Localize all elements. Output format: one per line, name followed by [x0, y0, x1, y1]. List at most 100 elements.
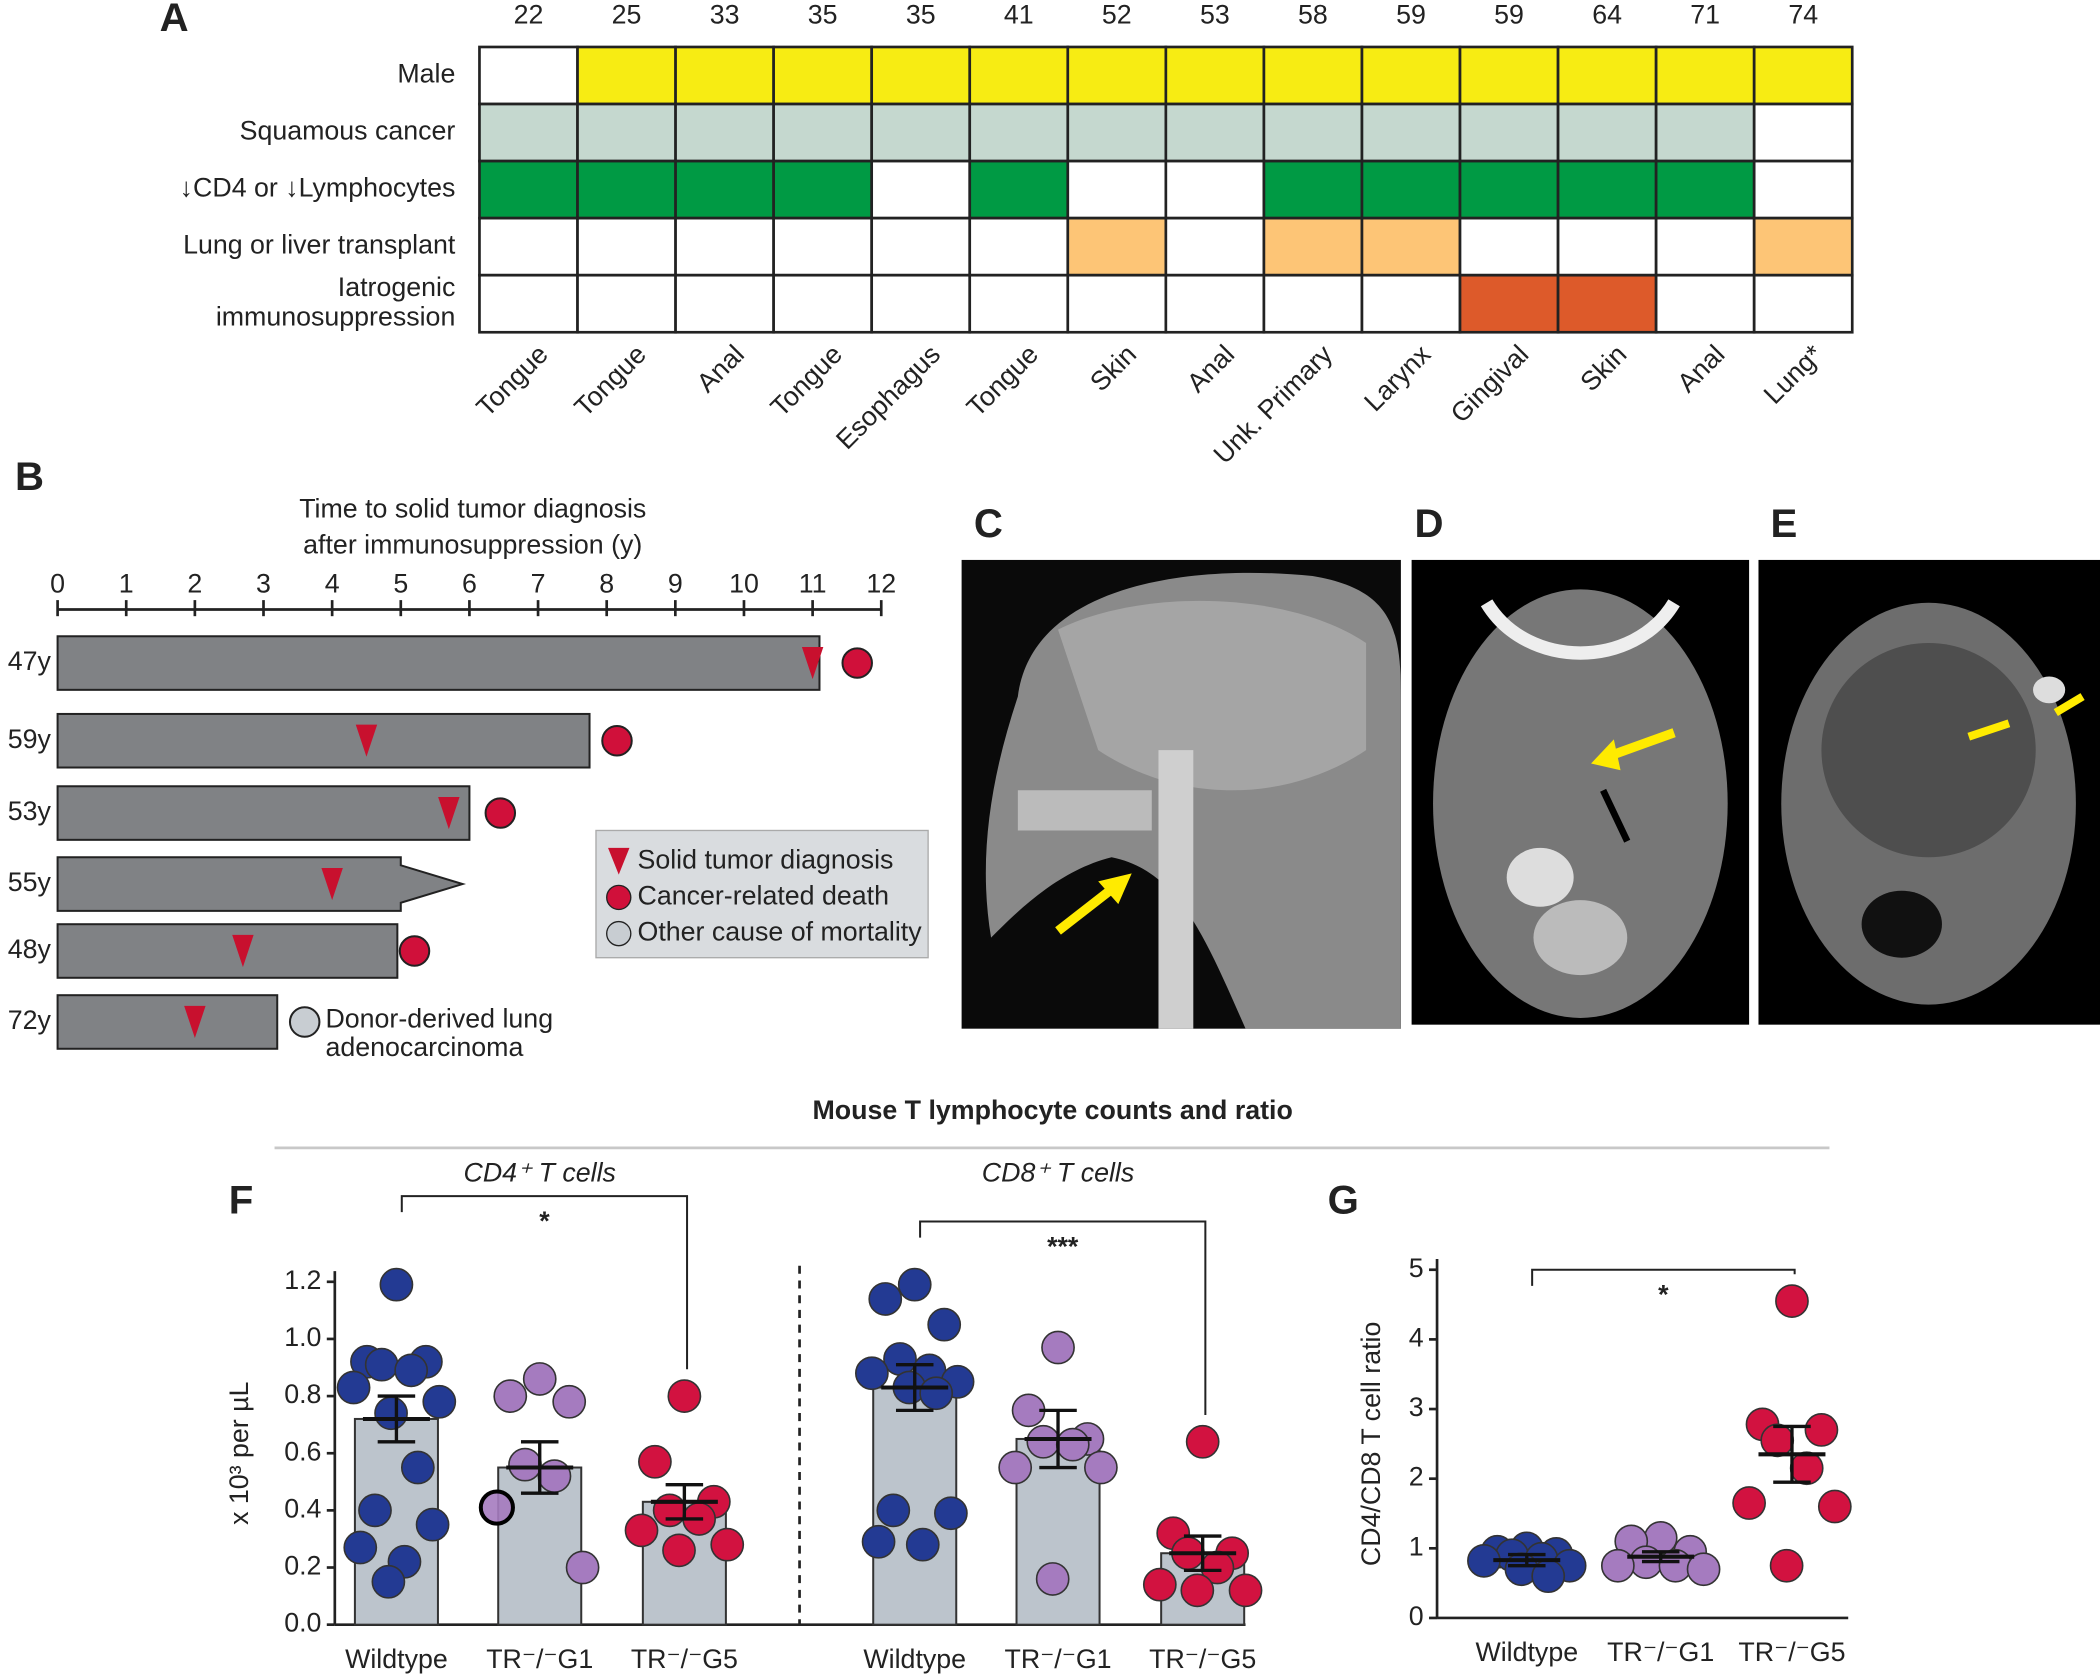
column-age: 35 [906, 0, 936, 29]
panel-title: CD4⁺ T cells [464, 1158, 616, 1188]
data-point [478, 1489, 515, 1526]
column-age: 58 [1298, 0, 1328, 29]
data-point [1600, 1548, 1635, 1583]
mri-axial-image [1758, 559, 2100, 1025]
data-point [415, 1507, 450, 1542]
column-site: Anal [1671, 339, 1730, 398]
column-site: Larynx [1358, 339, 1436, 417]
x-tick-label: 10 [729, 568, 759, 598]
axis-title: Time to solid tumor diagnosis [299, 493, 646, 523]
grid-cell [1360, 45, 1462, 106]
legend-marker [608, 847, 630, 875]
data-point [1180, 1573, 1215, 1608]
column-age: 41 [1004, 0, 1034, 29]
column-age: 33 [710, 0, 740, 29]
grid-cell [1556, 159, 1658, 220]
data-point [934, 1496, 968, 1531]
row-label: 47y [8, 646, 52, 676]
data-point [1185, 1424, 1220, 1459]
data-point [422, 1384, 457, 1419]
grid-cell [1654, 159, 1756, 220]
legend-box [595, 829, 929, 959]
data-point [336, 1370, 371, 1405]
x-tick-label: 3 [256, 568, 271, 598]
grid-cell [772, 273, 874, 334]
grid-cell [1164, 273, 1266, 334]
grid-cell [1066, 159, 1168, 220]
column-site: Esophagus [830, 339, 946, 455]
column-age: 59 [1396, 0, 1426, 29]
data-point [1804, 1413, 1839, 1447]
grid-cell [870, 216, 972, 277]
grid-cell [1556, 216, 1658, 277]
y-axis-title: x 10³ per µL [224, 1382, 254, 1525]
row-label: 48y [8, 934, 52, 964]
timeline-bar [56, 856, 467, 912]
data-point [652, 1493, 687, 1528]
data-point [624, 1513, 659, 1548]
data-point [1035, 1562, 1070, 1596]
x-tick-label: 6 [462, 568, 477, 598]
data-point [1817, 1489, 1852, 1524]
x-tick-label: 4 [325, 568, 340, 598]
data-point [876, 1493, 911, 1528]
data-point [1732, 1486, 1766, 1520]
column-site: Lung* [1758, 339, 1829, 410]
grid-cell [478, 102, 579, 163]
column-age: 52 [1102, 0, 1132, 29]
data-point [1228, 1573, 1263, 1608]
x-tick-label: TR⁻/⁻G5 [1738, 1637, 1845, 1667]
legend-marker [606, 884, 632, 911]
column-age: 74 [1788, 0, 1818, 29]
data-point [998, 1450, 1033, 1485]
row-label: 55y [8, 867, 52, 897]
grid-cell [968, 45, 1070, 106]
x-tick-label: 1 [119, 568, 134, 598]
data-point [883, 1342, 917, 1376]
significance: *** [1047, 1231, 1079, 1261]
data-point [1026, 1424, 1061, 1459]
grid-cell [1654, 216, 1756, 277]
significance: * [1658, 1280, 1669, 1310]
column-site: Gingival [1445, 339, 1535, 429]
column-site: Skin [1574, 339, 1632, 397]
grid-cell [870, 102, 972, 163]
grid-cell [1752, 216, 1854, 277]
error-bar [1641, 1550, 1680, 1564]
grid-cell [1752, 45, 1854, 106]
panel-title: CD8⁺ T cells [982, 1158, 1134, 1188]
column-site: Skin [1084, 339, 1142, 397]
error-bar [665, 1482, 704, 1521]
data-point [565, 1550, 600, 1585]
axis-title: after immunosuppression (y) [303, 530, 642, 560]
x-tick-label: 2 [187, 568, 202, 598]
grid-cell [968, 159, 1070, 220]
row-label: Male [397, 59, 455, 89]
row-label: 53y [8, 796, 52, 826]
grid-cell [772, 159, 874, 220]
data-point [667, 1379, 702, 1413]
grid-cell [772, 102, 874, 163]
error-bar [1039, 1408, 1077, 1470]
grid-cell [674, 273, 775, 334]
column-age: 35 [808, 0, 838, 29]
data-point [1760, 1423, 1795, 1458]
y-tick-label: 1 [1409, 1531, 1424, 1561]
timeline-bar [56, 923, 399, 979]
grid-cell [1066, 45, 1168, 106]
panel-label: A [160, 0, 189, 40]
x-tick-label: TR⁻/⁻G5 [631, 1644, 738, 1674]
column-age: 22 [514, 0, 544, 29]
diagnosis-marker [355, 724, 378, 757]
outcome-marker [288, 1006, 321, 1038]
grid-cell [674, 45, 775, 106]
column-site: Tongue [765, 339, 848, 422]
x-tick-label: TR⁻/⁻G1 [1607, 1637, 1714, 1667]
column-age: 59 [1494, 0, 1524, 29]
panel-label: C [974, 501, 1003, 546]
grid-cell [870, 45, 972, 106]
x-tick-label: TR⁻/⁻G1 [486, 1644, 593, 1674]
y-tick-label: 0.4 [284, 1493, 321, 1523]
y-tick-label: 1.0 [284, 1322, 321, 1352]
